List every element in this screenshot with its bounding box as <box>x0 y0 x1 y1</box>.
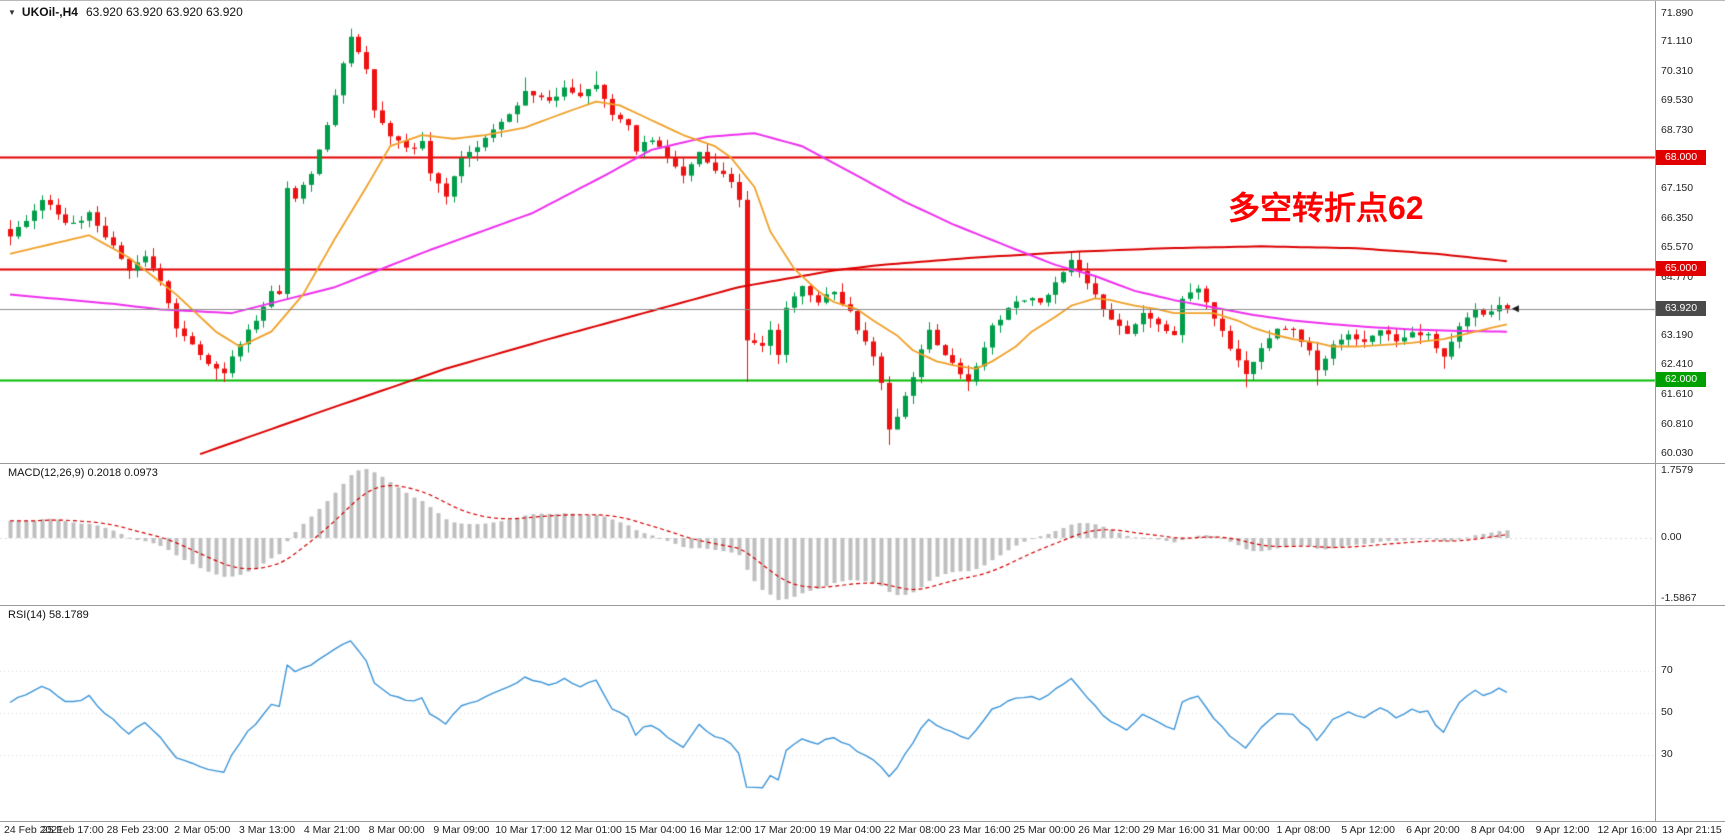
time-axis-label: 3 Mar 13:00 <box>239 824 296 836</box>
macd-indicator-label: MACD(12,26,9) 0.2018 0.0973 <box>8 467 158 479</box>
time-axis-label: 25 Feb 17:00 <box>41 824 104 836</box>
time-axis-label: 19 Mar 04:00 <box>819 824 881 836</box>
price-tick-label: 63.190 <box>1661 329 1694 342</box>
time-axis-label: 28 Feb 23:00 <box>106 824 169 836</box>
rsi-axis-30-label: 30 <box>1661 748 1673 760</box>
time-axis-label: 12 Apr 16:00 <box>1597 824 1657 836</box>
time-axis-label: 23 Mar 16:00 <box>948 824 1011 836</box>
time-axis-label: 31 Mar 00:00 <box>1207 824 1270 836</box>
rsi-axis-50-label: 50 <box>1661 706 1673 718</box>
rsi-axis-70-label: 70 <box>1661 664 1673 676</box>
time-axis-label: 4 Mar 21:00 <box>303 824 360 836</box>
time-axis-label: 12 Mar 01:00 <box>559 824 622 836</box>
time-axis-label: 6 Apr 20:00 <box>1406 824 1460 836</box>
price-axis-separator[interactable] <box>1655 1 1656 821</box>
macd-axis-max-label: 1.7579 <box>1661 464 1694 476</box>
ohlc-values: 63.920 63.920 63.920 63.920 <box>85 5 243 19</box>
symbol-dropdown-icon[interactable]: ▼ <box>8 7 16 17</box>
price-badge-68.000: 68.000 <box>1656 149 1706 165</box>
time-axis-label: 25 Mar 00:00 <box>1013 824 1076 836</box>
panel-separator-macd[interactable] <box>0 463 1725 464</box>
time-axis-label: 13 Apr 21:15 <box>1662 824 1722 836</box>
price-tick-label: 61.610 <box>1661 387 1694 400</box>
symbol-timeframe-label: UKOil-,H4 <box>21 5 78 19</box>
price-tick-label: 71.890 <box>1661 6 1694 19</box>
time-axis-label: 9 Mar 09:00 <box>433 824 490 836</box>
price-tick-label: 71.110 <box>1661 35 1693 48</box>
time-axis-label: 22 Mar 08:00 <box>883 824 946 836</box>
time-axis-label: 17 Mar 20:00 <box>754 824 817 836</box>
time-axis-label: 24 Feb 2021 <box>4 824 63 836</box>
price-tick-label: 67.150 <box>1661 182 1694 195</box>
time-axis-label: 8 Apr 04:00 <box>1470 824 1525 836</box>
time-axis-label: 26 Mar 12:00 <box>1078 824 1140 836</box>
time-axis-label: 9 Apr 12:00 <box>1535 824 1590 836</box>
time-axis-label: 16 Mar 12:00 <box>689 824 752 836</box>
rsi-indicator-label: RSI(14) 58.1789 <box>8 609 89 621</box>
price-tick-label: 62.410 <box>1661 358 1694 371</box>
price-tick-label: 68.730 <box>1661 123 1694 136</box>
time-axis-label: 5 Apr 12:00 <box>1341 824 1395 836</box>
price-tick-label: 66.350 <box>1661 212 1694 225</box>
price-tick-label: 69.530 <box>1661 94 1694 107</box>
price-tick-label: 65.570 <box>1661 240 1694 253</box>
time-axis-label: 2 Mar 05:00 <box>174 824 231 836</box>
price-tick-label: 60.030 <box>1661 446 1694 459</box>
time-axis-label: 1 Apr 08:00 <box>1276 824 1331 836</box>
price-badge-65.000: 65.000 <box>1656 261 1706 277</box>
time-axis-label: 29 Mar 16:00 <box>1142 824 1205 836</box>
macd-axis-min-label: -1.5867 <box>1661 592 1697 604</box>
time-axis-label: 15 Mar 04:00 <box>624 824 687 836</box>
price-badge-63.920: 63.920 <box>1656 301 1706 317</box>
price-badge-62.000: 62.000 <box>1656 372 1706 388</box>
panel-separator-rsi[interactable] <box>0 605 1725 606</box>
chart-annotation-text[interactable]: 多空转折点62 <box>1228 190 1424 226</box>
time-axis-separator[interactable] <box>0 821 1725 822</box>
chart-info-line: ▼ UKOil-,H4 63.920 63.920 63.920 63.920 <box>8 5 243 19</box>
time-axis-label: 10 Mar 17:00 <box>495 824 558 836</box>
time-axis-label: 8 Mar 00:00 <box>368 824 425 836</box>
macd-axis-zero-label: 0.00 <box>1661 531 1682 543</box>
price-tick-label: 60.810 <box>1661 417 1694 430</box>
price-tick-label: 70.310 <box>1661 65 1694 78</box>
